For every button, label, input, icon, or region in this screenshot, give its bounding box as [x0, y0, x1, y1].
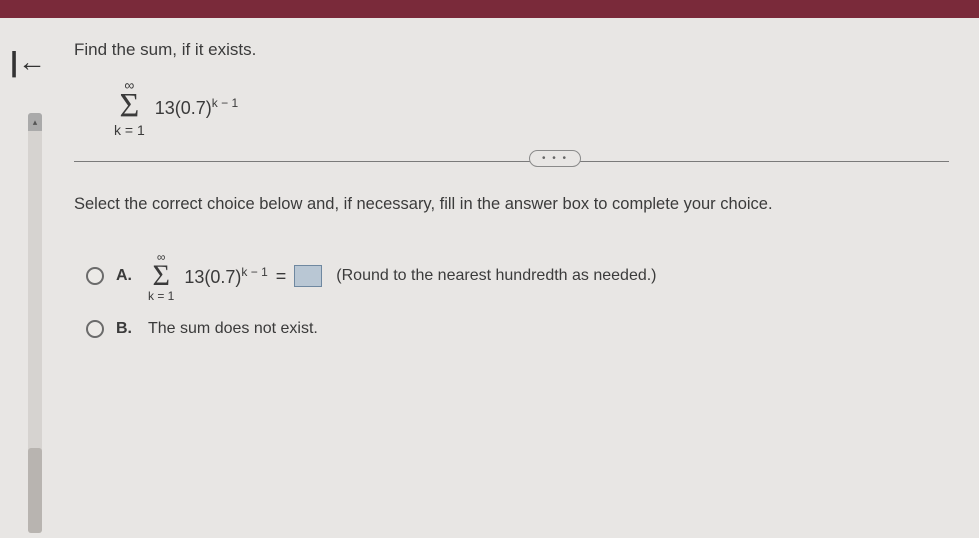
back-button[interactable]: |← — [10, 46, 46, 78]
equals-sign: = — [276, 266, 287, 287]
sigma-symbol: Σ — [119, 92, 139, 121]
choice-a-formula: ∞ Σ k = 1 13(0.7)k − 1 = — [148, 251, 322, 303]
radio-b[interactable] — [86, 320, 104, 338]
expand-dots-button[interactable]: • • • — [529, 150, 581, 167]
choice-b-row: B. The sum does not exist. — [86, 320, 949, 338]
choice-b-label: B. — [116, 320, 134, 338]
choice-a-label: A. — [116, 267, 134, 285]
content-container: |← ▴ Find the sum, if it exists. ∞ Σ k =… — [0, 18, 979, 538]
instruction-text: Select the correct choice below and, if … — [74, 192, 949, 217]
sigma-lower-a: k = 1 — [148, 290, 174, 302]
divider-line — [74, 161, 949, 162]
series-formula: ∞ Σ k = 1 13(0.7)k − 1 — [114, 78, 949, 137]
sigma-symbol-a: Σ — [152, 263, 169, 289]
scrollbar-thumb[interactable] — [28, 448, 42, 533]
sigma-lower: k = 1 — [114, 123, 145, 137]
choice-a-content: ∞ Σ k = 1 13(0.7)k − 1 = (Round to the n… — [148, 251, 657, 303]
term-exponent-a: k − 1 — [241, 265, 267, 279]
sigma-block-a: ∞ Σ k = 1 — [148, 251, 174, 303]
radio-a[interactable] — [86, 267, 104, 285]
question-prompt: Find the sum, if it exists. — [74, 40, 949, 60]
sigma-block: ∞ Σ k = 1 — [114, 78, 145, 137]
window-header-bar — [0, 0, 979, 18]
left-column: |← ▴ — [0, 18, 56, 538]
series-term: 13(0.7)k − 1 — [155, 96, 238, 119]
divider: • • • — [74, 161, 949, 162]
term-base-a: 13(0.7) — [184, 267, 241, 287]
term-exponent: k − 1 — [212, 96, 238, 110]
choice-b-text: The sum does not exist. — [148, 320, 318, 338]
term-base: 13(0.7) — [155, 98, 212, 118]
answer-input[interactable] — [294, 265, 322, 287]
choice-a-row: A. ∞ Σ k = 1 13(0.7)k − 1 = (Round to th… — [86, 251, 949, 303]
main-panel: Find the sum, if it exists. ∞ Σ k = 1 13… — [56, 18, 979, 538]
term-a: 13(0.7)k − 1 — [184, 265, 267, 288]
rounding-hint: (Round to the nearest hundredth as neede… — [336, 267, 656, 285]
scrollbar-up[interactable]: ▴ — [28, 113, 42, 131]
